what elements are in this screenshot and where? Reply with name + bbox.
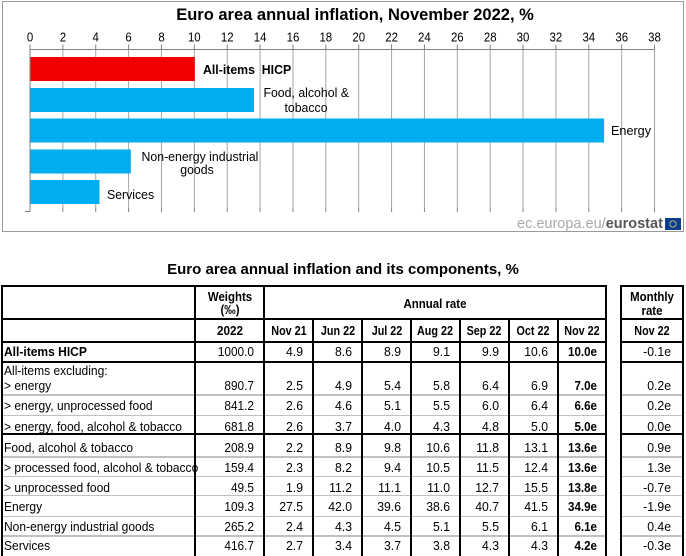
svg-text:8: 8	[158, 30, 165, 45]
svg-text:24: 24	[418, 30, 431, 45]
svg-text:38: 38	[648, 30, 661, 45]
svg-text:30: 30	[517, 30, 530, 45]
svg-text:28: 28	[484, 30, 497, 45]
svg-text:2: 2	[60, 30, 67, 45]
svg-text:32: 32	[550, 30, 563, 45]
svg-text:34: 34	[582, 30, 595, 45]
svg-text:12: 12	[221, 30, 234, 45]
svg-text:18: 18	[319, 30, 332, 45]
svg-text:4: 4	[93, 30, 100, 45]
svg-text:16: 16	[287, 30, 300, 45]
svg-text:6: 6	[125, 30, 132, 45]
svg-text:0: 0	[27, 30, 34, 45]
svg-text:10: 10	[188, 30, 201, 45]
svg-text:14: 14	[254, 30, 267, 45]
svg-text:22: 22	[385, 30, 398, 45]
svg-text:36: 36	[615, 30, 628, 45]
svg-text:26: 26	[451, 30, 464, 45]
svg-text:20: 20	[352, 30, 365, 45]
